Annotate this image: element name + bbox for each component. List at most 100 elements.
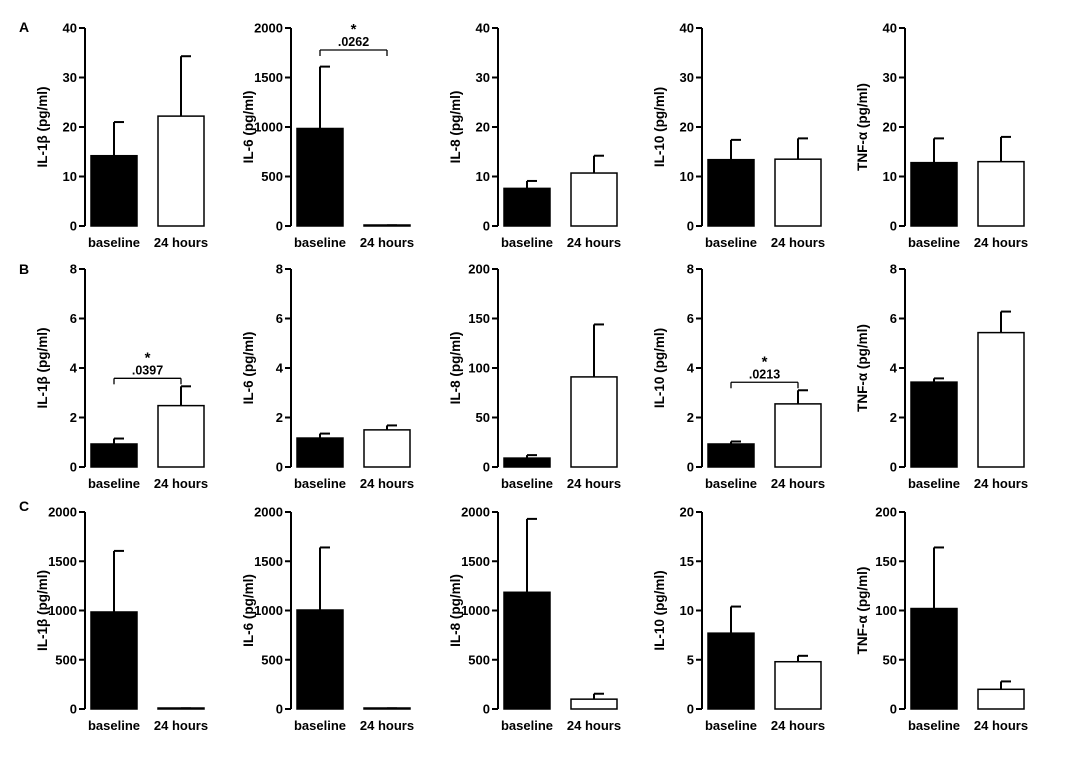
panel-b4-y-tick-label: 6 — [687, 311, 694, 326]
panel-b1-y-tick-label: 2 — [70, 410, 77, 425]
panel-b4-p-value: .0213 — [749, 367, 780, 381]
panel-c3-bar-24h — [570, 698, 618, 710]
panel-c5-y-tick-label: 50 — [883, 652, 897, 667]
panel-a1-y-tick-label: 30 — [63, 70, 77, 85]
panel-c1-y-axis-label: IL-1β (pg/ml) — [35, 570, 50, 651]
panel-b3-y-tick-label: 150 — [468, 311, 490, 326]
panel-b5-y-tick-label: 2 — [890, 410, 897, 425]
panel-b4-y-tick-label: 4 — [687, 361, 695, 376]
panel-c4-y-tick-label: 20 — [680, 505, 694, 520]
panel-a5-y-tick-label: 20 — [883, 120, 897, 135]
panel-a2-y-tick-label: 0 — [276, 219, 283, 234]
panel-c3-y-tick-label: 1500 — [461, 554, 490, 569]
panel-b2-y-tick-label: 6 — [276, 311, 283, 326]
panel-c1-x-label: baseline — [88, 718, 140, 733]
panel-c3-y-tick-label: 500 — [468, 652, 490, 667]
panel-a4-x-label: 24 hours — [771, 235, 825, 250]
panel-letter-b: B — [19, 261, 29, 277]
panel-b1-y-tick-label: 8 — [70, 262, 77, 277]
panel-a2-bar-baseline — [296, 127, 344, 227]
panel-b4-y-tick-label: 8 — [687, 262, 694, 277]
panel-b3-y-tick-label: 0 — [483, 460, 490, 475]
panel-c4-x-label: 24 hours — [771, 718, 825, 733]
panel-a2-y-tick-label: 2000 — [254, 21, 283, 36]
panel-a5-x-label: 24 hours — [974, 235, 1028, 250]
panel-c2-x-label: 24 hours — [360, 718, 414, 733]
panel-a4-y-tick-label: 10 — [680, 169, 694, 184]
panel-a3-bar-24h — [570, 172, 618, 227]
panel-c2-y-tick-label: 500 — [261, 652, 283, 667]
panel-b4-y-tick-label: 2 — [687, 410, 694, 425]
panel-c2-y-tick-label: 1500 — [254, 554, 283, 569]
panel-b1-x-label: baseline — [88, 476, 140, 491]
panel-b4-x-label: baseline — [705, 476, 757, 491]
panel-c3-bar-baseline — [503, 591, 551, 710]
panel-b3-y-tick-label: 100 — [468, 361, 490, 376]
panel-b5-y-tick-label: 0 — [890, 460, 897, 475]
panel-a5-y-axis-label: TNF-α (pg/ml) — [855, 83, 870, 171]
panel-c5-y-tick-label: 200 — [875, 505, 897, 520]
panel-a3-y-tick-label: 10 — [476, 169, 490, 184]
panel-a2-x-label: baseline — [294, 235, 346, 250]
panel-b3-x-label: baseline — [501, 476, 553, 491]
panel-b1-p-value: .0397 — [132, 363, 163, 377]
panel-b4-x-label: 24 hours — [771, 476, 825, 491]
panel-c5-y-tick-label: 0 — [890, 702, 897, 717]
panel-b3-bar-24h — [570, 376, 618, 468]
panel-a5-bar-24h — [977, 160, 1025, 227]
panel-b1-bar-baseline — [90, 443, 138, 468]
panel-b3-x-label: 24 hours — [567, 476, 621, 491]
panel-b5-x-label: 24 hours — [974, 476, 1028, 491]
panel-b2-y-tick-label: 0 — [276, 460, 283, 475]
panel-c4-bar-24h — [774, 660, 822, 710]
panel-c5-bar-baseline — [910, 607, 958, 710]
panel-c1-y-tick-label: 1500 — [48, 554, 77, 569]
panel-a2-y-tick-label: 500 — [261, 169, 283, 184]
panel-b5-y-tick-label: 6 — [890, 311, 897, 326]
panel-c5-bar-24h — [977, 688, 1025, 710]
panel-b5-y-axis-label: TNF-α (pg/ml) — [855, 324, 870, 412]
panel-c4-y-axis-label: IL-10 (pg/ml) — [652, 570, 667, 650]
panel-c3-y-axis-label: IL-8 (pg/ml) — [448, 574, 463, 647]
panel-b1-x-label: 24 hours — [154, 476, 208, 491]
panel-c5-y-tick-label: 150 — [875, 554, 897, 569]
panel-c4-bar-baseline — [707, 632, 755, 710]
panel-c2-y-axis-label: IL-6 (pg/ml) — [241, 574, 256, 647]
panel-a1-bar-24h — [157, 115, 205, 227]
panel-c5-y-tick-label: 100 — [875, 603, 897, 618]
panel-a3-x-label: baseline — [501, 235, 553, 250]
panel-c5-x-label: 24 hours — [974, 718, 1028, 733]
panel-c5-y-axis-label: TNF-α (pg/ml) — [855, 567, 870, 655]
panel-a3-y-axis-label: IL-8 (pg/ml) — [448, 91, 463, 164]
panel-b2-x-label: 24 hours — [360, 476, 414, 491]
panel-c4-y-tick-label: 15 — [680, 554, 694, 569]
panel-a2-y-axis-label: IL-6 (pg/ml) — [241, 91, 256, 164]
panel-c2-bar-baseline — [296, 609, 344, 710]
panel-c1-bar-24h — [157, 707, 205, 710]
panel-c1-y-tick-label: 0 — [70, 702, 77, 717]
panel-c2-bar-24h — [363, 707, 411, 710]
panel-c3-x-label: baseline — [501, 718, 553, 733]
panel-a1-y-tick-label: 20 — [63, 120, 77, 135]
panel-c3-y-tick-label: 2000 — [461, 505, 490, 520]
panel-b1-y-tick-label: 4 — [70, 361, 78, 376]
panel-b4-bar-baseline — [707, 443, 755, 468]
panel-c2-y-tick-label: 2000 — [254, 505, 283, 520]
panel-a1-y-axis-label: IL-1β (pg/ml) — [35, 87, 50, 168]
panel-c2-y-tick-label: 1000 — [254, 603, 283, 618]
panel-b5-y-tick-label: 8 — [890, 262, 897, 277]
panel-c4-y-tick-label: 10 — [680, 603, 694, 618]
panel-c2-x-label: baseline — [294, 718, 346, 733]
panel-c1-y-tick-label: 500 — [55, 652, 77, 667]
panel-b2-bar-baseline — [296, 437, 344, 468]
panel-c4-y-tick-label: 0 — [687, 702, 694, 717]
panel-b3-bar-baseline — [503, 457, 551, 468]
panel-a3-bar-baseline — [503, 187, 551, 227]
panel-c1-y-tick-label: 2000 — [48, 505, 77, 520]
panel-b5-x-label: baseline — [908, 476, 960, 491]
panel-a5-y-tick-label: 40 — [883, 21, 897, 36]
panel-a4-y-axis-label: IL-10 (pg/ml) — [652, 87, 667, 167]
panel-b3-y-axis-label: IL-8 (pg/ml) — [448, 332, 463, 405]
panel-a5-x-label: baseline — [908, 235, 960, 250]
panel-a1-x-label: 24 hours — [154, 235, 208, 250]
